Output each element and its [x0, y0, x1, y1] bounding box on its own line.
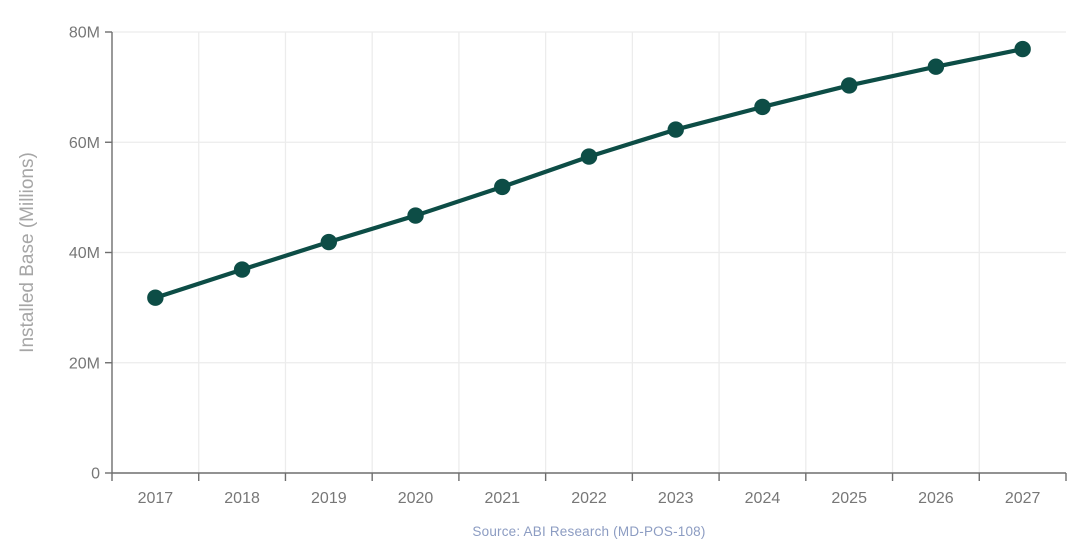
data-point[interactable]	[754, 98, 771, 116]
data-point[interactable]	[667, 121, 684, 138]
data-point[interactable]	[1014, 40, 1031, 58]
data-point[interactable]	[407, 207, 424, 224]
data-point[interactable]	[580, 148, 598, 165]
data-point[interactable]	[840, 77, 858, 94]
data-point[interactable]	[494, 178, 511, 196]
y-tick-label: 80M	[69, 25, 100, 42]
x-tick-label: 2020	[398, 490, 434, 507]
data-point[interactable]	[927, 58, 945, 75]
x-tick-label: 2025	[831, 490, 867, 507]
data-point[interactable]	[233, 261, 251, 278]
x-tick-label: 2027	[1005, 490, 1041, 507]
x-tick-label: 2017	[138, 490, 174, 507]
x-tick-label: 2026	[918, 490, 954, 507]
y-tick-label: 20M	[69, 355, 100, 372]
y-tick-label: 40M	[69, 245, 100, 262]
x-tick-label: 2019	[311, 490, 347, 507]
source-caption: Source: ABI Research (MD-POS-108)	[472, 524, 706, 539]
x-tick-label: 2023	[658, 490, 694, 507]
y-axis-title: Installed Base (Millions)	[17, 152, 38, 353]
y-tick-label: 0	[91, 466, 100, 483]
y-tick-label: 60M	[69, 135, 100, 152]
data-point[interactable]	[147, 289, 164, 306]
data-point[interactable]	[320, 233, 338, 251]
x-tick-label: 2024	[745, 490, 781, 507]
x-tick-label: 2018	[224, 490, 260, 507]
x-tick-label: 2022	[571, 490, 607, 507]
x-tick-label: 2021	[484, 490, 520, 507]
